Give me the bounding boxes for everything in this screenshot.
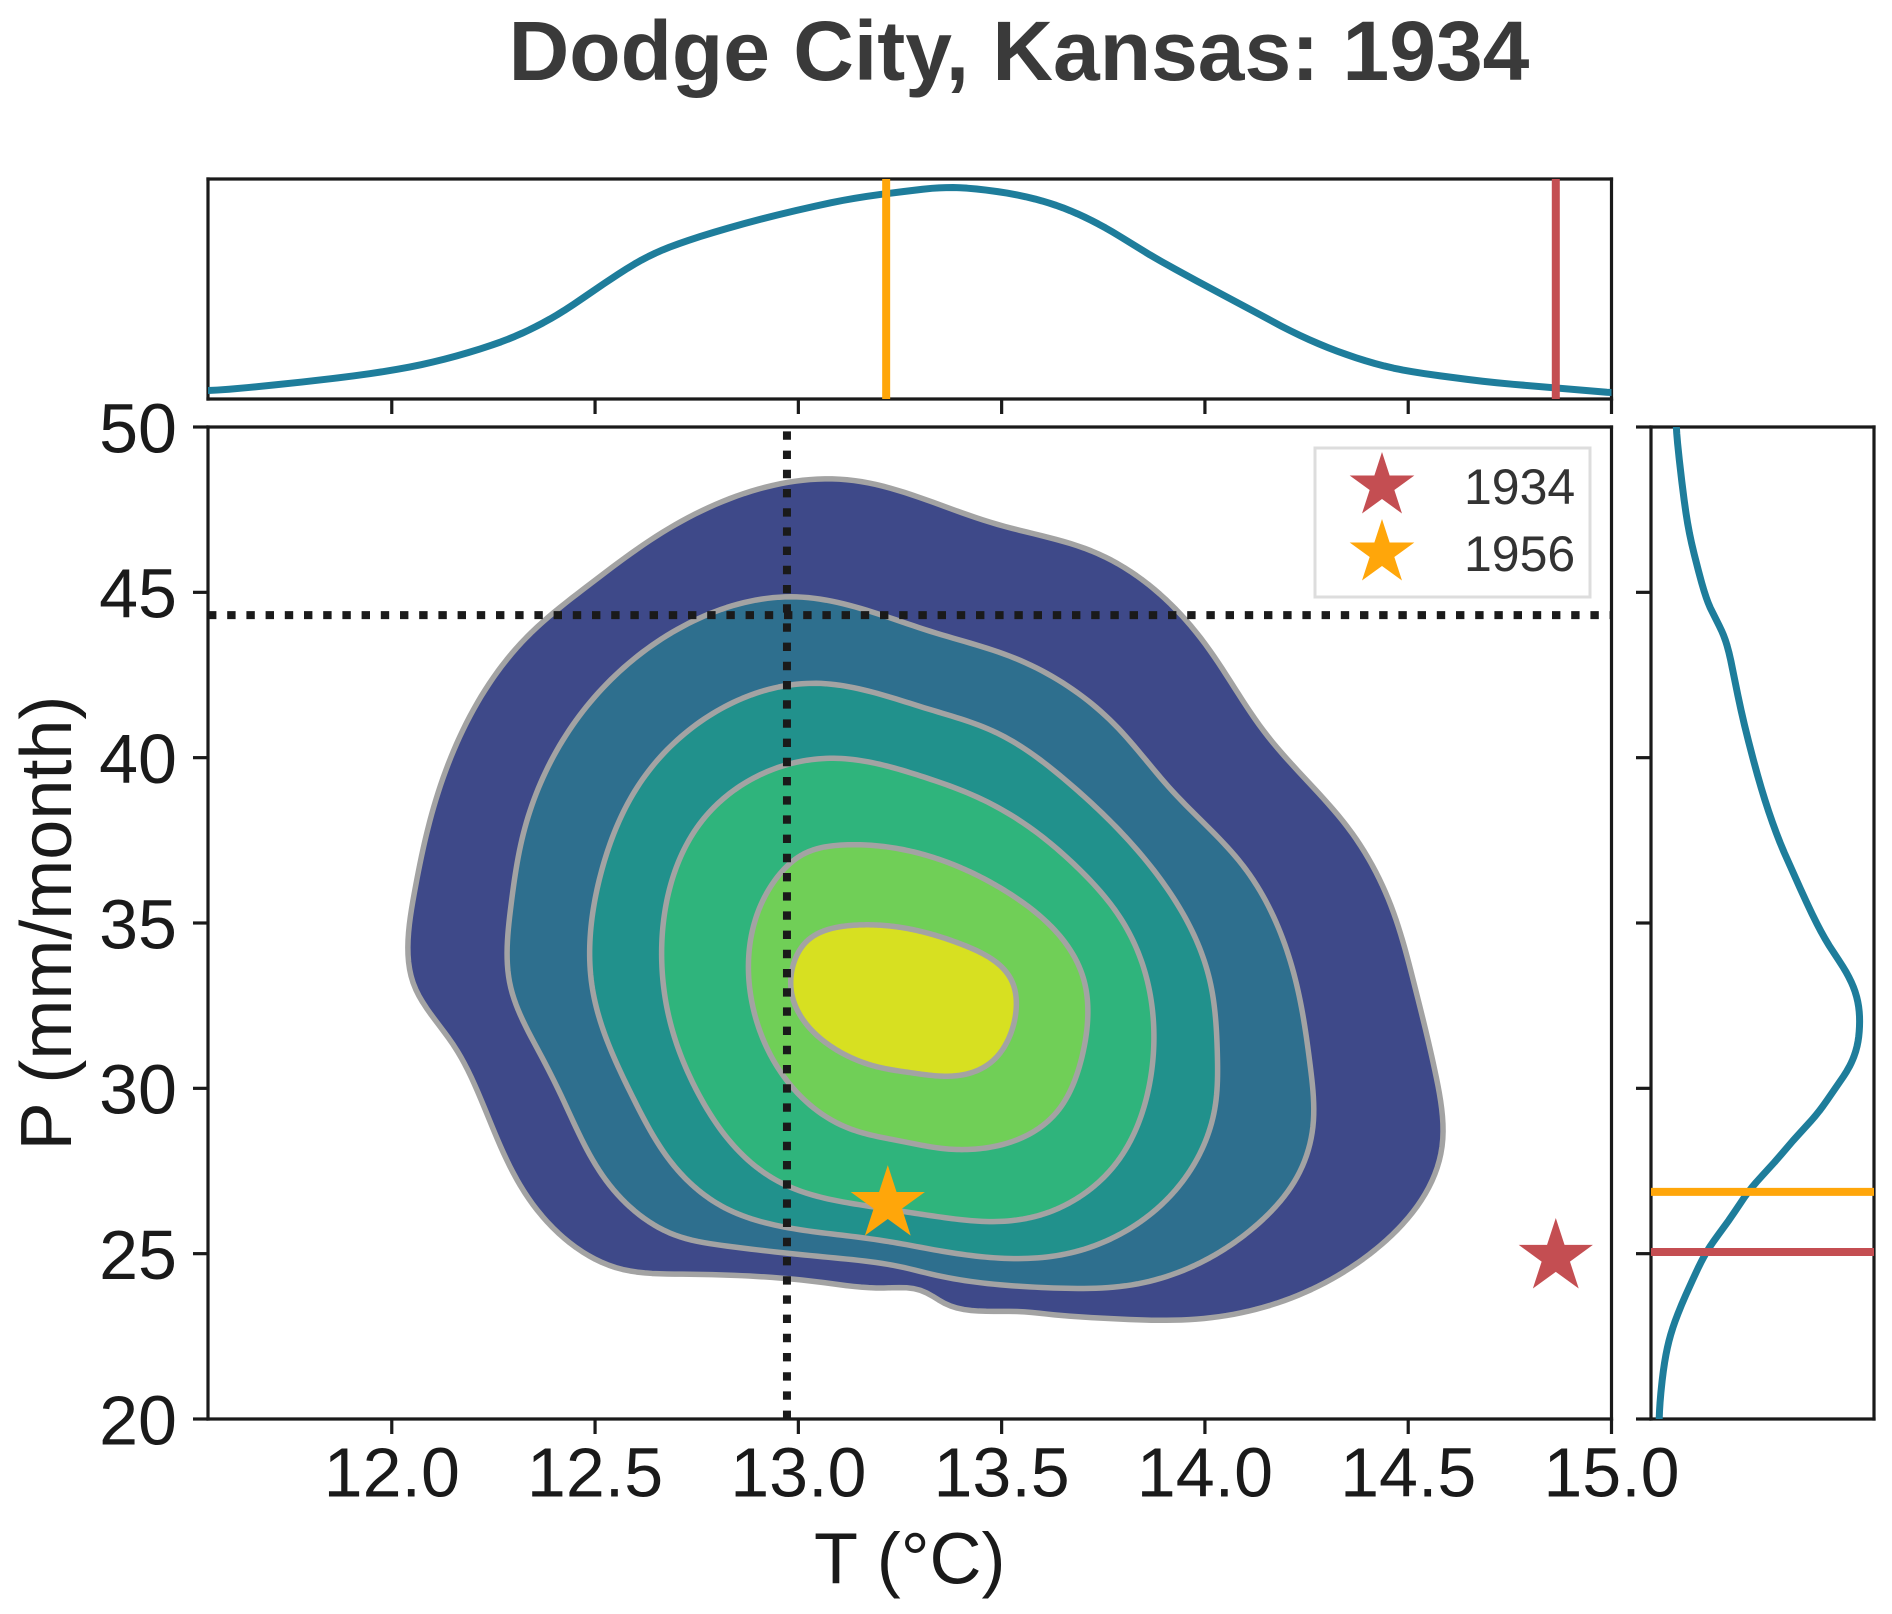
svg-text:14.0: 14.0 — [1137, 1434, 1273, 1512]
svg-text:35: 35 — [99, 885, 177, 963]
svg-text:30: 30 — [99, 1051, 177, 1129]
svg-text:13.0: 13.0 — [730, 1434, 866, 1512]
svg-text:50: 50 — [99, 389, 177, 467]
svg-text:Dodge City, Kansas: 1934: Dodge City, Kansas: 1934 — [509, 4, 1530, 98]
svg-text:12.5: 12.5 — [527, 1434, 663, 1512]
svg-text:20: 20 — [99, 1381, 177, 1459]
svg-text:14.5: 14.5 — [1340, 1434, 1476, 1512]
svg-text:12.0: 12.0 — [324, 1434, 460, 1512]
svg-text:40: 40 — [99, 720, 177, 798]
svg-text:13.5: 13.5 — [934, 1434, 1070, 1512]
svg-text:1956: 1956 — [1464, 526, 1575, 582]
svg-text:25: 25 — [99, 1216, 177, 1294]
svg-text:15.0: 15.0 — [1543, 1434, 1679, 1512]
svg-text:1934: 1934 — [1464, 459, 1575, 515]
svg-text:45: 45 — [99, 555, 177, 633]
svg-text:P (mm/month): P (mm/month) — [7, 696, 87, 1151]
svg-text:T (°C): T (°C) — [814, 1519, 1005, 1599]
